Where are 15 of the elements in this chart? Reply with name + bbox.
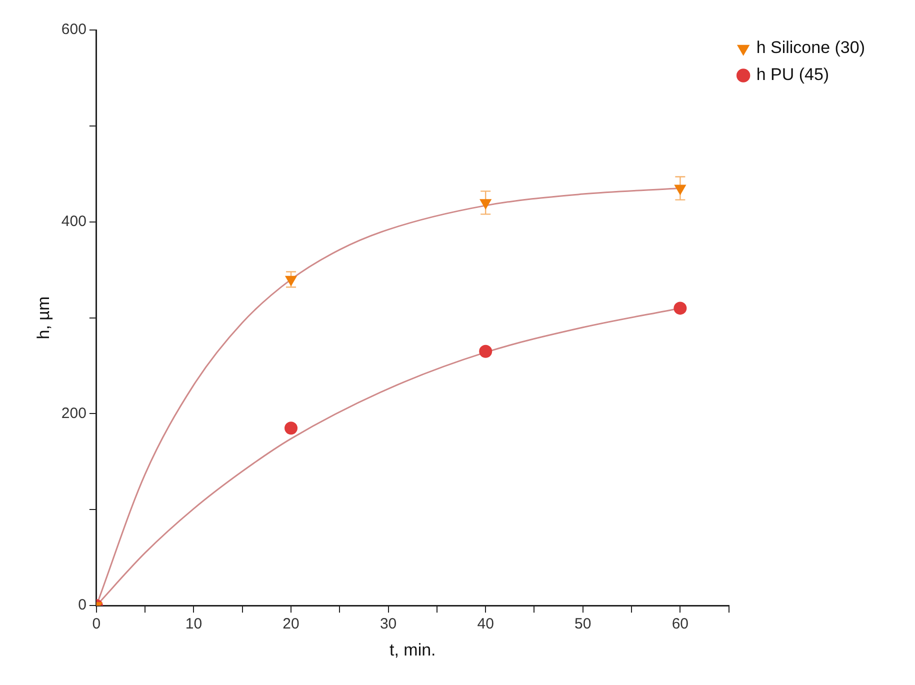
x-tick-label: 40 (477, 616, 494, 633)
x-tick-label: 30 (380, 616, 397, 633)
x-axis-title: t, min. (389, 640, 436, 660)
x-tick-label: 10 (185, 616, 202, 633)
y-tick-label: 200 (61, 404, 86, 422)
y-tick-label: 0 (78, 596, 86, 614)
legend-label: h Silicone (30) (756, 38, 866, 58)
x-tick-label: 60 (672, 616, 689, 633)
x-tick-label: 0 (92, 616, 101, 633)
x-tick-label: 50 (574, 616, 592, 633)
y-axis-title: h, µm (34, 296, 53, 340)
y-tick-label: 600 (61, 21, 86, 38)
legend-label: h PU (45) (756, 65, 830, 84)
x-tick-label: 20 (282, 616, 300, 633)
y-tick-label: 400 (61, 213, 86, 230)
